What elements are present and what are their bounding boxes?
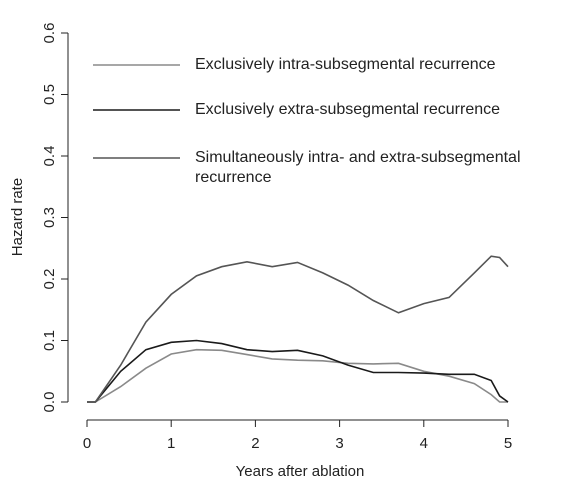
legend-label: Exclusively intra-subsegmental recurrenc…	[195, 56, 496, 73]
legend-label: Simultaneously intra- and extra-subsegme…	[195, 149, 521, 186]
y-tick-label: 0.2	[41, 269, 58, 290]
line-series	[87, 255, 509, 403]
line-series	[87, 339, 509, 403]
x-tick-label: 4	[420, 435, 428, 452]
x-tick-label: 2	[251, 435, 259, 452]
y-tick-label: 0.4	[41, 146, 58, 167]
y-tick-label: 0.6	[41, 23, 58, 44]
x-tick-label: 3	[335, 435, 343, 452]
y-tick-label: 0.1	[41, 330, 58, 351]
legend-label: Exclusively extra-subsegmental recurrenc…	[195, 101, 501, 118]
x-tick-label: 1	[167, 435, 175, 452]
y-tick-label: 0.0	[41, 392, 58, 413]
y-axis-label: Hazard rate	[9, 178, 26, 256]
line-series	[87, 348, 508, 403]
x-tick-label: 0	[83, 435, 91, 452]
x-tick-label: 5	[504, 435, 512, 452]
y-tick-label: 0.3	[41, 207, 58, 228]
x-axis-label: Years after ablation	[236, 463, 365, 480]
y-tick-label: 0.5	[41, 84, 58, 105]
